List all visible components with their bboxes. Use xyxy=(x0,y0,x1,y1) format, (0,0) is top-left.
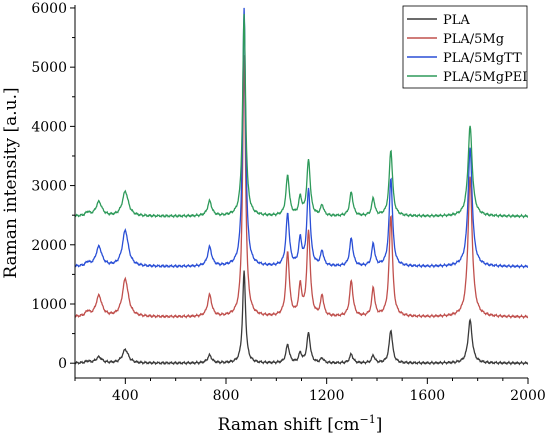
series-line-pla-5mg xyxy=(74,55,529,320)
x-tick-label: 2000 xyxy=(510,388,546,404)
series-line-pla-5mgpei xyxy=(74,13,529,219)
y-tick-label: 0 xyxy=(58,356,67,372)
y-tick-label: 3000 xyxy=(31,179,67,195)
y-tick-label: 6000 xyxy=(31,1,67,17)
plot-area xyxy=(74,7,529,366)
legend-label: PLA/5Mg xyxy=(443,32,504,47)
x-axis: 400 800 1200 1600 2000 xyxy=(74,377,546,404)
legend: PLA PLA/5Mg PLA/5MgTT PLA/5MgPEI xyxy=(402,5,527,89)
x-tick-label: 800 xyxy=(213,388,240,404)
y-axis-title: Raman intensity [a.u.] xyxy=(1,87,21,278)
legend-label: PLA/5MgPEI xyxy=(443,70,527,85)
x-tick-label: 400 xyxy=(112,388,139,404)
legend-label: PLA/5MgTT xyxy=(443,51,522,66)
legend-label: PLA xyxy=(443,13,470,28)
x-tick-label: 1200 xyxy=(309,388,345,404)
y-tick-label: 5000 xyxy=(31,60,67,76)
x-axis-title: Raman shift [cm−1] xyxy=(218,413,383,435)
y-axis: 0 1000 2000 3000 4000 5000 6000 xyxy=(31,1,76,378)
series-line-pla-5mgtt xyxy=(74,7,529,269)
series-line-pla xyxy=(74,270,529,366)
x-tick-label: 1600 xyxy=(410,388,446,404)
y-tick-label: 4000 xyxy=(31,119,67,135)
y-tick-label: 2000 xyxy=(31,238,67,254)
y-tick-label: 1000 xyxy=(31,297,67,313)
